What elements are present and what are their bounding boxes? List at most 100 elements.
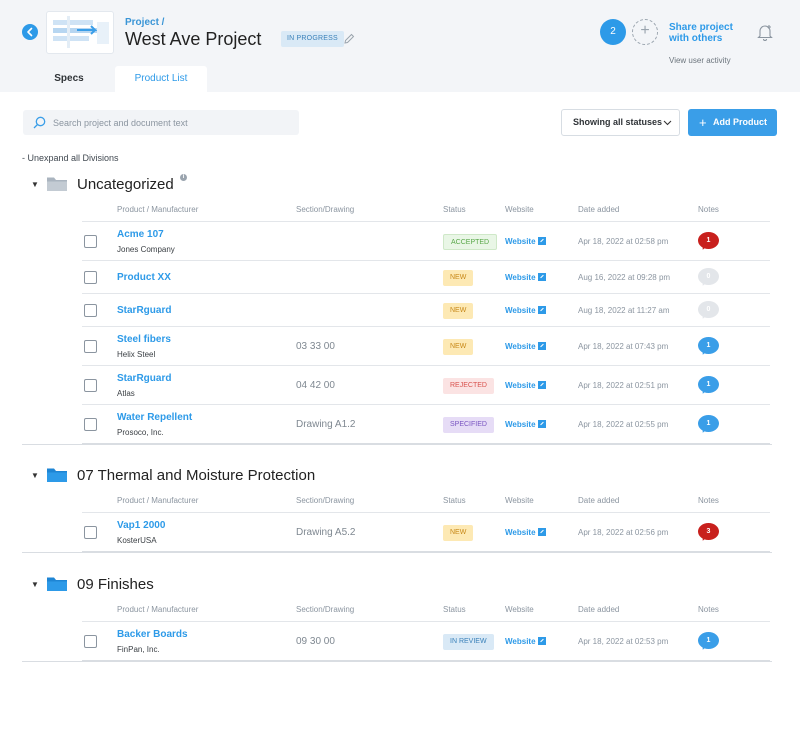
column-header-website: Website bbox=[505, 205, 534, 214]
notes-button[interactable]: 1 bbox=[698, 414, 719, 434]
date-added: Apr 18, 2022 at 02:58 pm bbox=[578, 236, 669, 246]
division-title: 07 Thermal and Moisture Protection bbox=[77, 467, 316, 484]
website-label: Website bbox=[505, 419, 536, 429]
add-collaborator-button[interactable]: + bbox=[632, 19, 658, 45]
division-title: Uncategorized bbox=[77, 176, 174, 193]
status-badge[interactable]: NEW bbox=[443, 338, 474, 355]
product-name-link[interactable]: StarRguard bbox=[117, 304, 172, 316]
breadcrumb[interactable]: Project / bbox=[125, 17, 165, 28]
edit-title-button[interactable] bbox=[343, 32, 355, 50]
notes-button[interactable]: 0 bbox=[698, 300, 719, 320]
info-icon[interactable]: i bbox=[180, 174, 187, 181]
row-checkbox[interactable] bbox=[84, 525, 97, 539]
row-checkbox[interactable] bbox=[84, 303, 97, 317]
table-row: Water Repellent Prosoco, Inc. Drawing A1.2… bbox=[82, 405, 770, 444]
column-header-section: Section/Drawing bbox=[296, 605, 355, 614]
collapse-caret-icon[interactable]: ▼ bbox=[31, 471, 39, 480]
collapse-caret-icon[interactable]: ▼ bbox=[31, 180, 39, 189]
website-link[interactable]: Website bbox=[505, 305, 546, 315]
division-header[interactable]: ▼ 07 Thermal and Moisture Protection bbox=[22, 465, 772, 487]
table-row: Product XX NEW Website Aug 16, 2022 at 09:2… bbox=[82, 261, 770, 294]
section-drawing: Drawing A5.2 bbox=[296, 526, 356, 538]
plus-icon: + bbox=[699, 115, 707, 130]
collaborator-count-avatar[interactable]: 2 bbox=[600, 19, 626, 45]
website-link[interactable]: Website bbox=[505, 272, 546, 282]
notes-button[interactable]: 3 bbox=[698, 522, 719, 542]
drawing-thumbnail-icon bbox=[53, 16, 109, 48]
notes-button[interactable]: 1 bbox=[698, 631, 719, 651]
chevron-down-icon bbox=[663, 120, 672, 126]
website-label: Website bbox=[505, 636, 536, 646]
view-user-activity-link[interactable]: View user activity bbox=[669, 56, 731, 65]
row-checkbox[interactable] bbox=[84, 417, 97, 431]
share-project-link[interactable]: Share project with others bbox=[669, 22, 733, 44]
product-name-link[interactable]: Acme 107 bbox=[117, 228, 164, 240]
section-drawing: 03 33 00 bbox=[296, 340, 335, 352]
notifications-button[interactable] bbox=[756, 23, 774, 46]
product-name-link[interactable]: StarRguard bbox=[117, 372, 172, 384]
search-box[interactable] bbox=[23, 110, 299, 135]
manufacturer-name: Prosoco, Inc. bbox=[117, 427, 164, 437]
website-link[interactable]: Website bbox=[505, 380, 546, 390]
product-name-link[interactable]: Water Repellent bbox=[117, 411, 193, 423]
division-header[interactable]: ▼ Uncategorized i bbox=[22, 174, 772, 196]
division-09-finishes: ▼ 09 Finishes Product / Manufacturer Sect… bbox=[22, 574, 772, 662]
add-product-button[interactable]: + Add Product bbox=[688, 109, 777, 136]
status-badge[interactable]: NEW bbox=[443, 269, 474, 286]
notes-count-icon: 1 bbox=[698, 375, 719, 393]
column-header-notes: Notes bbox=[698, 205, 719, 214]
external-link-icon bbox=[537, 527, 546, 536]
website-link[interactable]: Website bbox=[505, 236, 546, 246]
notes-button[interactable]: 1 bbox=[698, 336, 719, 356]
division-header[interactable]: ▼ 09 Finishes bbox=[22, 574, 772, 596]
status-badge[interactable]: ACCEPTED bbox=[443, 233, 498, 250]
division-title: 09 Finishes bbox=[77, 576, 154, 593]
status-badge[interactable]: NEW bbox=[443, 302, 474, 319]
product-name-link[interactable]: Steel fibers bbox=[117, 333, 171, 345]
collapse-caret-icon[interactable]: ▼ bbox=[31, 580, 39, 589]
website-link[interactable]: Website bbox=[505, 527, 546, 537]
section-drawing: Drawing A1.2 bbox=[296, 418, 356, 430]
page-title: West Ave Project bbox=[125, 29, 262, 49]
tab-product-list[interactable]: Product List bbox=[115, 66, 207, 92]
bell-plus-icon bbox=[757, 25, 773, 41]
status-badge[interactable]: REJECTED bbox=[443, 377, 494, 394]
status-badge[interactable]: NEW bbox=[443, 524, 474, 541]
column-header-product: Product / Manufacturer bbox=[117, 205, 199, 214]
back-arrow-icon bbox=[27, 27, 33, 37]
share-label-line-1: Share project bbox=[669, 22, 733, 33]
row-checkbox[interactable] bbox=[84, 270, 97, 284]
unexpand-all-divisions-link[interactable]: - Unexpand all Divisions bbox=[22, 153, 119, 163]
external-link-icon bbox=[537, 272, 546, 281]
column-header-website: Website bbox=[505, 496, 534, 505]
row-checkbox[interactable] bbox=[84, 234, 97, 248]
product-name-link[interactable]: Vap1 2000 bbox=[117, 519, 166, 531]
notes-button[interactable]: 0 bbox=[698, 267, 719, 287]
search-input[interactable] bbox=[53, 110, 293, 135]
date-added: Apr 18, 2022 at 07:43 pm bbox=[578, 341, 669, 351]
product-name-link[interactable]: Backer Boards bbox=[117, 628, 188, 640]
notes-count-icon: 3 bbox=[698, 522, 719, 540]
product-name-link[interactable]: Product XX bbox=[117, 271, 171, 283]
section-drawing: 09 30 00 bbox=[296, 635, 335, 647]
notes-button[interactable]: 1 bbox=[698, 231, 719, 251]
status-badge[interactable]: IN REVIEW bbox=[443, 633, 494, 650]
notes-count-icon: 0 bbox=[698, 300, 719, 318]
notes-button[interactable]: 1 bbox=[698, 375, 719, 395]
row-checkbox[interactable] bbox=[84, 378, 97, 392]
website-link[interactable]: Website bbox=[505, 341, 546, 351]
folder-icon bbox=[47, 577, 67, 591]
row-checkbox[interactable] bbox=[84, 634, 97, 648]
website-link[interactable]: Website bbox=[505, 636, 546, 646]
column-header-product: Product / Manufacturer bbox=[117, 496, 199, 505]
add-product-label: Add Product bbox=[713, 117, 767, 127]
back-button[interactable] bbox=[22, 24, 38, 40]
status-filter-dropdown[interactable]: Showing all statuses bbox=[561, 109, 680, 136]
row-checkbox[interactable] bbox=[84, 339, 97, 353]
status-badge[interactable]: SPECIFIED bbox=[443, 416, 494, 433]
project-thumbnail[interactable] bbox=[46, 11, 114, 54]
website-label: Website bbox=[505, 305, 536, 315]
division-divider bbox=[22, 444, 772, 445]
website-link[interactable]: Website bbox=[505, 419, 546, 429]
tab-specs[interactable]: Specs bbox=[54, 73, 84, 84]
